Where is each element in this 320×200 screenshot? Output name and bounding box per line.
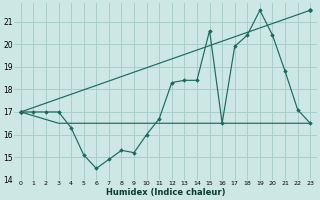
X-axis label: Humidex (Indice chaleur): Humidex (Indice chaleur) [106, 188, 225, 197]
